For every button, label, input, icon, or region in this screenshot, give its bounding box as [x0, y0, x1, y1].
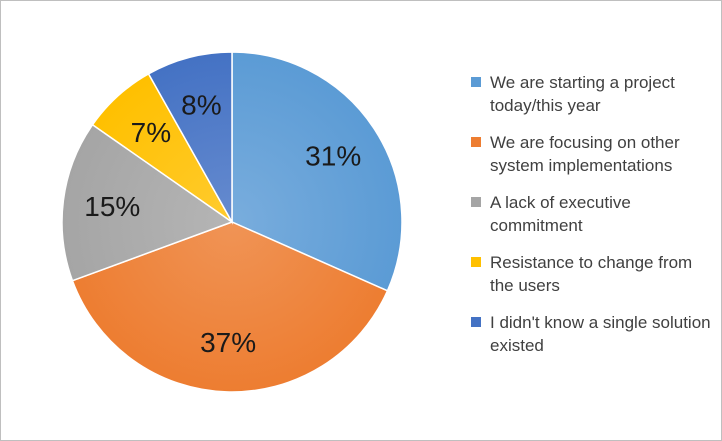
chart-legend: We are starting a project today/this yea…	[471, 71, 716, 371]
pie-slice	[231, 51, 403, 292]
slice-data-label: 31%	[305, 141, 361, 172]
slice-data-label: 7%	[131, 117, 171, 148]
legend-item: A lack of executive commitment	[471, 191, 716, 237]
slice-data-label: 8%	[181, 90, 221, 121]
legend-label: We are starting a project today/this yea…	[490, 73, 675, 115]
legend-swatch	[471, 77, 481, 87]
legend-label: A lack of executive commitment	[490, 193, 631, 235]
legend-item: We are starting a project today/this yea…	[471, 71, 716, 117]
slice-data-label: 37%	[200, 327, 256, 358]
legend-swatch	[471, 197, 481, 207]
legend-item: We are focusing on other system implemen…	[471, 131, 716, 177]
slice-data-label: 15%	[84, 191, 140, 222]
legend-swatch	[471, 317, 481, 327]
legend-label: Resistance to change from the users	[490, 253, 693, 295]
pie-slice	[147, 51, 233, 225]
legend-swatch	[471, 257, 481, 267]
legend-swatch	[471, 137, 481, 147]
legend-label: We are focusing on other system implemen…	[490, 133, 680, 175]
pie-slice	[61, 123, 234, 282]
pie-chart: 31% 37% 15% 7% 8%	[61, 51, 403, 393]
pie-slice	[71, 221, 389, 393]
legend-item: Resistance to change from the users	[471, 251, 716, 297]
legend-label: I didn't know a single solution existed	[490, 313, 711, 355]
legend-item: I didn't know a single solution existed	[471, 311, 716, 357]
